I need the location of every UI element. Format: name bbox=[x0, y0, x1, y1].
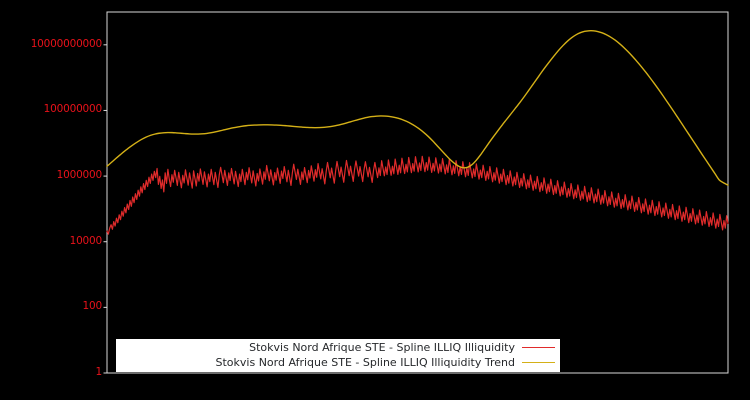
legend-swatch-illiquidity-trend bbox=[522, 362, 555, 363]
legend-entry-illiquidity-trend[interactable]: Stokvis Nord Afrique STE - Spline ILLIQ … bbox=[117, 355, 559, 370]
y-tick-label-100000000: 100000000 bbox=[43, 103, 103, 116]
data-series-group bbox=[106, 30, 729, 235]
series-line-illiquidity bbox=[106, 155, 729, 235]
legend-swatch-illiquidity bbox=[522, 347, 555, 348]
legend-label-illiquidity: Stokvis Nord Afrique STE - Spline ILLIQ … bbox=[249, 341, 515, 354]
y-tick-label-100: 100 bbox=[82, 300, 103, 313]
chart-legend[interactable]: Stokvis Nord Afrique STE - Spline ILLIQ … bbox=[116, 339, 560, 372]
y-tick-label-10000000000: 10000000000 bbox=[30, 37, 102, 50]
series-line-illiquidity-trend bbox=[106, 30, 729, 186]
axes-border bbox=[106, 11, 729, 374]
y-tick-label-1000000: 1000000 bbox=[56, 169, 103, 182]
legend-entry-illiquidity[interactable]: Stokvis Nord Afrique STE - Spline ILLIQ … bbox=[117, 340, 559, 355]
legend-label-illiquidity-trend: Stokvis Nord Afrique STE - Spline ILLIQ … bbox=[215, 356, 515, 369]
y-tick-label-10000: 10000 bbox=[69, 234, 103, 247]
y-tick-label-1: 1 bbox=[95, 366, 103, 378]
